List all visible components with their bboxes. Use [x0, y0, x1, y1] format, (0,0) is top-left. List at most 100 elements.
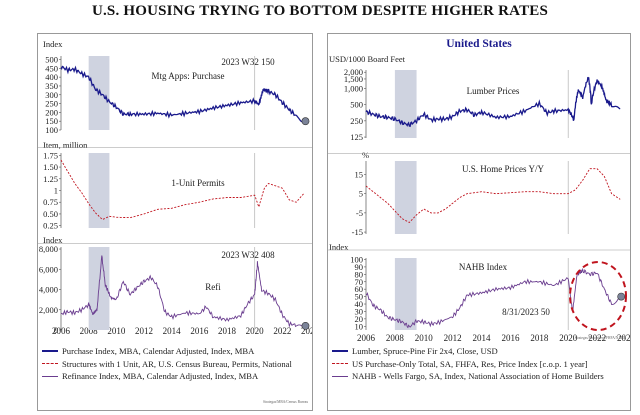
- y-tick-label: 250: [45, 99, 58, 109]
- series-title: Refi: [205, 282, 221, 292]
- y-tick-label: 1,500: [344, 74, 363, 84]
- y-tick-label: 4,000: [39, 285, 58, 295]
- y-tick-label: 90: [355, 262, 364, 272]
- y-tick-label: 2,000: [39, 305, 58, 315]
- y-tick-label: 6,000: [39, 264, 58, 274]
- y-axis-unit-label: %: [362, 150, 369, 160]
- y-tick-label: 1.50: [43, 162, 58, 172]
- series-line: [365, 168, 621, 224]
- legend-label: Lumber, Spruce-Pine Fir 2x4, Close, USD: [352, 346, 498, 356]
- y-tick-label: 300: [45, 90, 58, 100]
- y-tick-label: 80: [355, 269, 364, 279]
- y-tick-label: 30: [355, 306, 364, 316]
- y-tick-label: 40: [355, 299, 364, 309]
- legend-label: Structures with 1 Unit, AR, U.S. Census …: [62, 358, 292, 369]
- x-tick-label: 2018: [530, 333, 549, 343]
- y-tick-label: 20: [355, 314, 364, 324]
- y-tick-label: 400: [45, 72, 58, 82]
- recession-shading: [394, 258, 417, 330]
- legend-swatch: [332, 350, 348, 353]
- y-tick-label: 1,000: [344, 83, 363, 93]
- x-tick-label: 2012: [135, 326, 153, 336]
- x-tick-label: 2020: [246, 326, 265, 336]
- y-tick-label: 250: [350, 116, 363, 126]
- series-line: [365, 76, 621, 128]
- page-title: U.S. HOUSING TRYING TO BOTTOM DESPITE HI…: [91, 3, 549, 19]
- legend-item-nahb: NAHB - Wells Fargo, SA, Index, National …: [332, 370, 604, 383]
- source-note: Strategas/Bloomberg/FHFA/NAHB: [574, 336, 626, 340]
- recession-shading: [394, 70, 417, 138]
- x-tick-label: 2008: [386, 333, 405, 343]
- legend-item-purchase: Purchase Index, MBA, Calendar Adjusted, …: [42, 345, 292, 358]
- x-tick-label: 2016: [190, 326, 209, 336]
- latest-value-marker: [617, 292, 626, 301]
- y-axis-unit-label: USD/1000 Board Feet: [329, 54, 406, 64]
- y-tick-label: 50: [355, 292, 364, 302]
- left-chart-panel: 2006 2008 2010 2012 2014 2016 2018 2020 2022 2024…: [37, 33, 313, 411]
- y-tick-label: -15: [352, 227, 363, 237]
- x-tick-label: 2012: [444, 333, 462, 343]
- left-charts-svg: 2006 2008 2010 2012 2014 2016 2018 2020 2022 2024…: [38, 39, 312, 336]
- legend-item-permits: Structures with 1 Unit, AR, U.S. Census …: [42, 358, 292, 371]
- y-tick-label: 1: [54, 186, 58, 196]
- series-line: [60, 65, 305, 123]
- y-axis-unit-label: Index: [329, 242, 349, 252]
- x-tick-label: 2018: [218, 326, 237, 336]
- y-tick-label: 125: [350, 132, 363, 142]
- x-tick-label: 2014: [473, 333, 492, 343]
- right-charts-svg: 2006 2008 2010 2012 2014 2016 2018 2020 2022 2024…: [328, 54, 630, 343]
- y-axis-unit-label: Item, million: [43, 140, 88, 150]
- series-line: [60, 255, 305, 328]
- y-tick-label: 450: [45, 63, 58, 73]
- right-chart-panel: United States 2006 2008 2010 2012 2014 2016 20…: [327, 33, 631, 411]
- source-note: Strategas/MBA/Census Bureau: [262, 400, 308, 404]
- y-tick-label: 200: [45, 107, 58, 117]
- x-tick-label: 2010: [415, 333, 434, 343]
- y-tick-label: 10: [355, 321, 364, 331]
- x-tick-label: 2014: [163, 326, 182, 336]
- series-annotation: 8/31/2023 50: [502, 307, 550, 317]
- y-tick-label: 0.50: [43, 209, 58, 219]
- legend-label: Refinance Index, MBA, Calendar Adjusted,…: [62, 371, 259, 382]
- y-tick-label: -5: [356, 208, 363, 218]
- x-tick-label: 2016: [501, 333, 520, 343]
- y-tick-label: 150: [45, 116, 58, 126]
- legend-item-refi: Refinance Index, MBA, Calendar Adjusted,…: [42, 370, 292, 383]
- recession-shading: [88, 153, 110, 228]
- series-annotation: 2023 W32 150: [221, 57, 275, 67]
- y-axis-unit-label: Index: [43, 235, 63, 245]
- series-title: Mtg Apps: Purchase: [152, 71, 225, 81]
- y-tick-label: 8,000: [39, 244, 58, 254]
- legend-swatch: [332, 375, 348, 377]
- y-tick-label: 100: [350, 254, 363, 264]
- series-line: [60, 159, 305, 221]
- y-tick-label: 5: [359, 189, 363, 199]
- y-tick-label: 0: [54, 325, 58, 335]
- y-tick-label: 350: [45, 81, 58, 91]
- recession-shading: [394, 161, 417, 234]
- panel-title: United States: [446, 38, 512, 50]
- x-tick-label: 2022: [588, 333, 606, 343]
- y-tick-label: 2,000: [344, 67, 363, 77]
- highlight-circle: [569, 261, 627, 331]
- y-tick-label: 0.75: [43, 197, 58, 207]
- x-tick-label: 2020: [559, 333, 578, 343]
- x-tick-label: 2024: [617, 333, 630, 343]
- legend-swatch: [42, 375, 58, 377]
- legend-label: Purchase Index, MBA, Calendar Adjusted, …: [62, 346, 255, 356]
- series-title: 1-Unit Permits: [171, 178, 225, 188]
- latest-value-marker: [301, 321, 310, 330]
- x-tick-label: 2008: [80, 326, 99, 336]
- x-tick-label: 2006: [52, 326, 71, 336]
- legend-item-lumber: Lumber, Spruce-Pine Fir 2x4, Close, USD: [332, 345, 604, 358]
- legend-swatch: [42, 350, 58, 353]
- series-title: U.S. Home Prices Y/Y: [462, 164, 544, 174]
- legend-item-home-prices: US Purchase-Only Total, SA, FHFA, Res, P…: [332, 358, 604, 371]
- latest-value-marker: [301, 117, 310, 126]
- y-tick-label: 500: [45, 55, 58, 65]
- right-legend: Lumber, Spruce-Pine Fir 2x4, Close, USD …: [332, 345, 604, 383]
- legend-swatch: [332, 363, 348, 365]
- y-tick-label: 60: [355, 284, 364, 294]
- x-tick-label: 2006: [357, 333, 376, 343]
- legend-label: US Purchase-Only Total, SA, FHFA, Res, P…: [352, 358, 588, 369]
